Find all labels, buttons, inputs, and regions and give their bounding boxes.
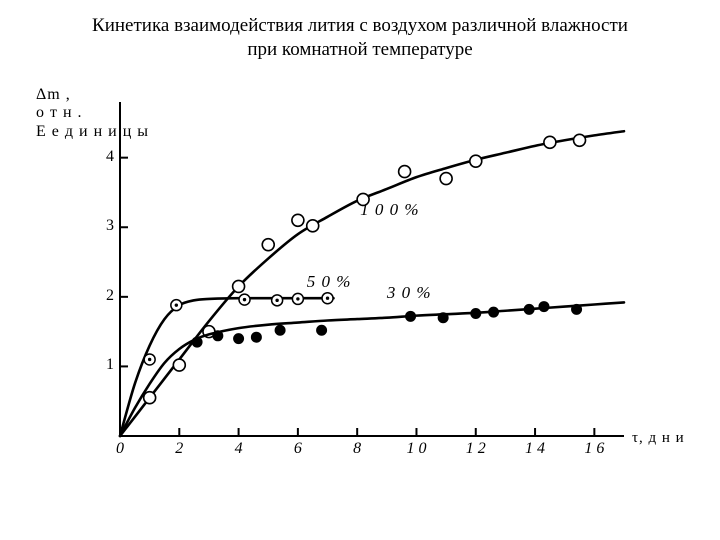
xtick-label: 1 0	[401, 440, 431, 458]
ytick-label: 4	[94, 148, 114, 166]
series-label-100pct: 1 0 0 %	[360, 200, 419, 220]
series-label-50pct: 5 0 %	[307, 272, 352, 292]
ytick-label: 2	[94, 287, 114, 305]
xtick-label: 1 2	[461, 440, 491, 458]
xtick-label: 1 4	[520, 440, 550, 458]
ytick-label: 1	[94, 356, 114, 374]
ytick-label: 3	[94, 217, 114, 235]
xtick-label: 6	[283, 440, 313, 458]
kinetics-chart	[0, 0, 720, 540]
series-label-30pct: 3 0 %	[387, 283, 432, 303]
xtick-label: 0	[105, 440, 135, 458]
xtick-label: 8	[342, 440, 372, 458]
xtick-label: 2	[164, 440, 194, 458]
xtick-label: 4	[224, 440, 254, 458]
xtick-label: 1 6	[579, 440, 609, 458]
